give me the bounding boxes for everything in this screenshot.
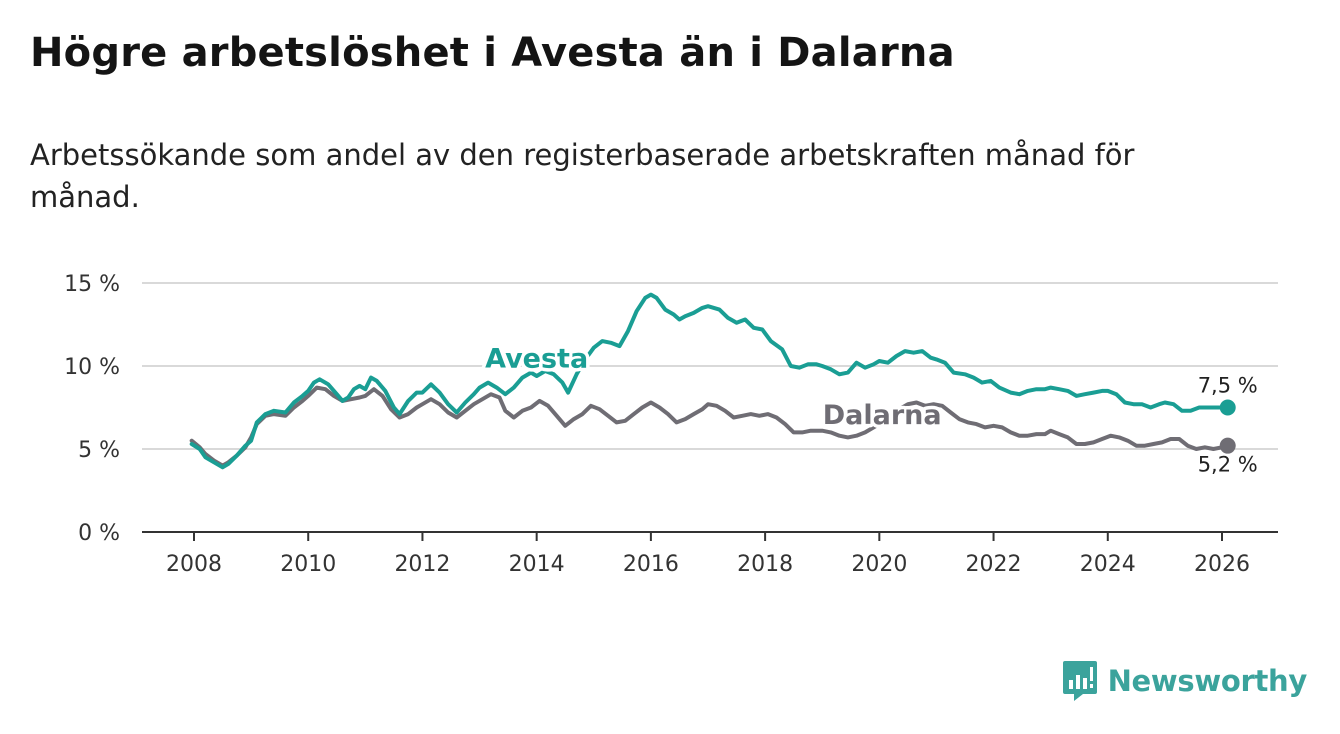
series-line-avesta xyxy=(189,292,1230,470)
y-tick-label: 0 % xyxy=(78,521,120,546)
y-tick-label: 5 % xyxy=(78,438,120,463)
x-tick-label: 2018 xyxy=(737,552,793,577)
x-tick-label: 2010 xyxy=(280,552,336,577)
y-tick-label: 15 % xyxy=(64,272,120,297)
x-tick-label: 2026 xyxy=(1194,552,1250,577)
chart-subtitle: Arbetssökande som andel av den registerb… xyxy=(30,138,1135,214)
series-label-halo: Dalarna xyxy=(823,400,942,431)
line-chart: 0 % 5 % 10 % 15 % 2008 2010 2012 2014 2016 2018 20… xyxy=(64,272,1278,577)
newsworthy-logo-icon xyxy=(1062,661,1097,701)
end-value-label-dalarna: 5,2 % xyxy=(1198,453,1258,477)
end-marker-avesta xyxy=(1219,399,1236,416)
newsworthy-brand[interactable]: Newsworthy xyxy=(1062,660,1307,702)
x-tick-label: 2016 xyxy=(623,552,679,577)
brand-name: Newsworthy xyxy=(1107,664,1308,698)
x-tick-label: 2008 xyxy=(166,552,222,577)
series-line-dalarna xyxy=(189,385,1230,468)
series-label-halo: Avesta xyxy=(485,344,588,375)
x-tick-label: 2012 xyxy=(394,552,450,577)
end-marker-dalarna xyxy=(1219,437,1236,454)
x-tick-label: 2014 xyxy=(509,552,565,577)
chart-title: Högre arbetslöshet i Avesta än i Dalarna xyxy=(30,30,955,76)
x-tick-label: 2024 xyxy=(1080,552,1136,577)
x-tick-label: 2020 xyxy=(851,552,907,577)
x-tick-label: 2022 xyxy=(966,552,1022,577)
series-label-dalarna: Dalarna xyxy=(823,400,942,431)
y-tick-label: 10 % xyxy=(64,355,120,380)
series-label-avesta: Avesta xyxy=(485,344,588,375)
end-value-label-avesta: 7,5 % xyxy=(1198,374,1258,398)
